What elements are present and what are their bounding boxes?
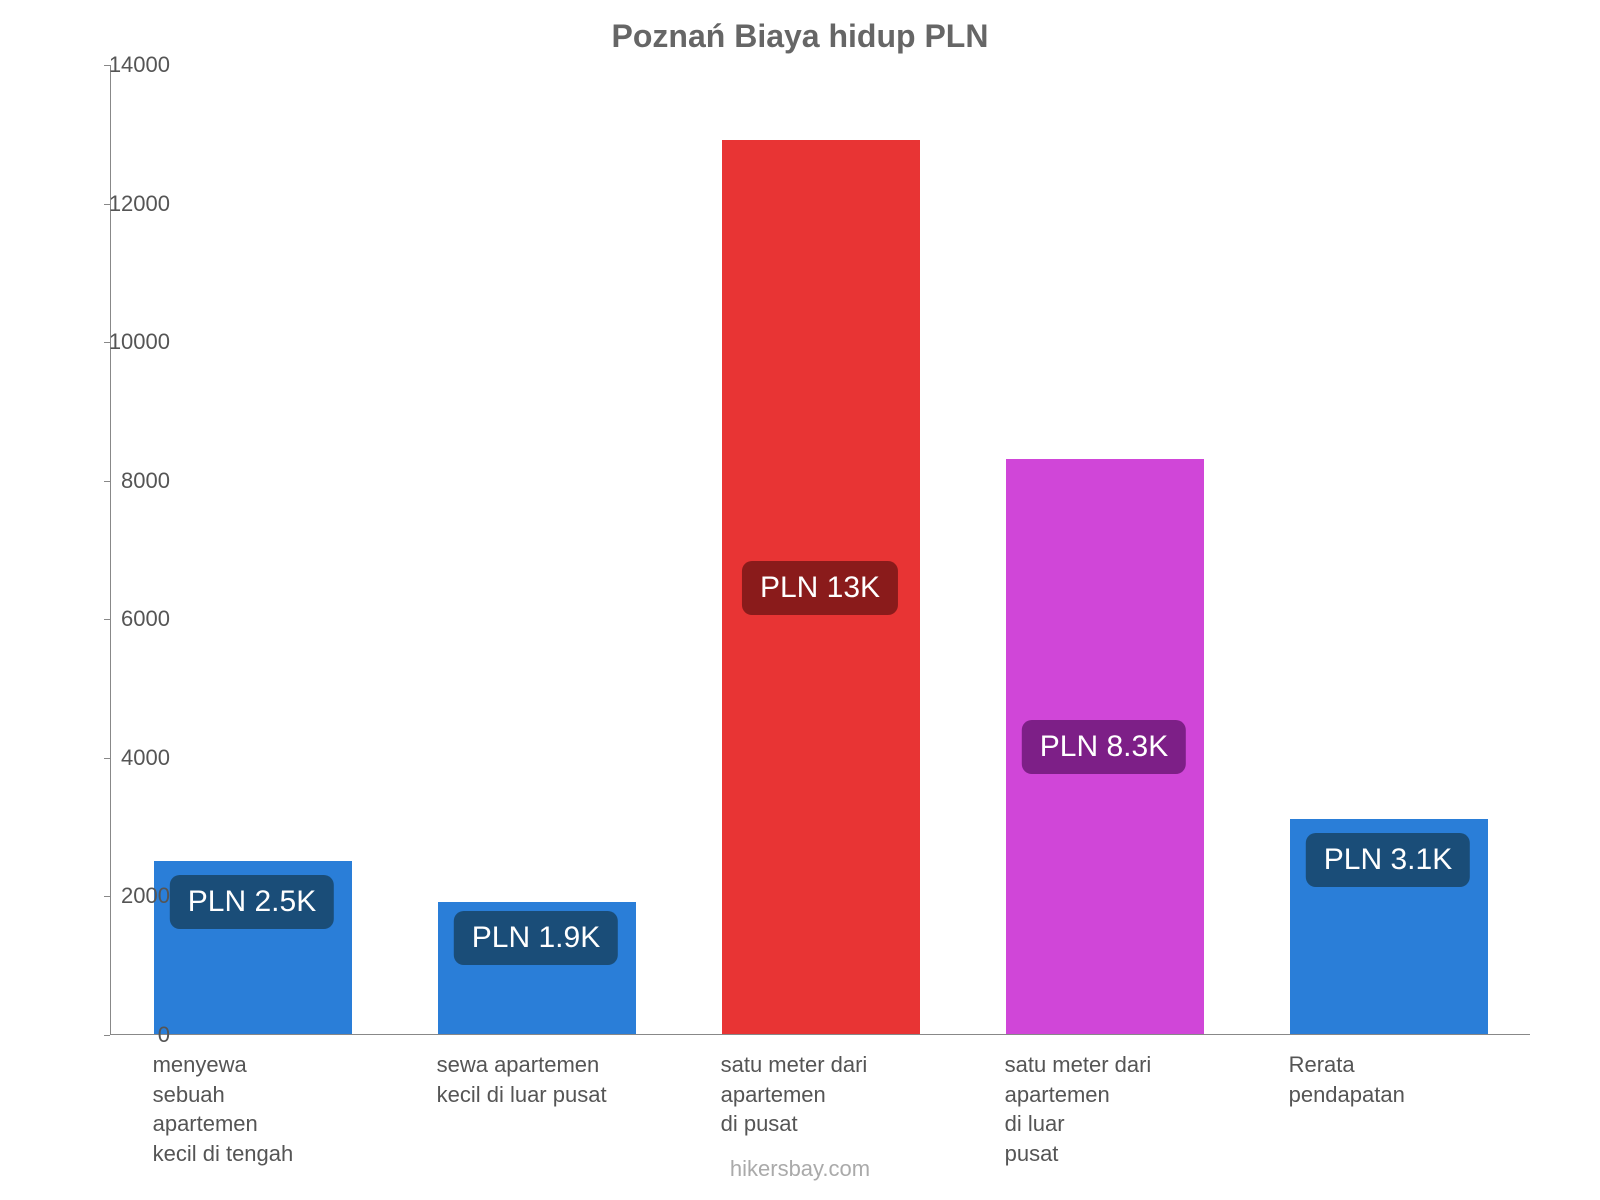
y-tick-label: 10000 [90,329,170,355]
y-tick-mark [104,65,110,66]
y-tick-mark [104,481,110,482]
y-tick-mark [104,896,110,897]
y-tick-mark [104,204,110,205]
y-tick-label: 0 [90,1022,170,1048]
bar-value-label: PLN 3.1K [1306,833,1470,887]
bar-value-label: PLN 8.3K [1022,720,1186,774]
y-tick-mark [104,758,110,759]
y-tick-label: 8000 [90,468,170,494]
x-category-label: menyewasebuahapartemenkecil di tengah [153,1050,343,1169]
bar-value-label: PLN 13K [742,561,898,615]
x-category-label: sewa apartemenkecil di luar pusat [437,1050,697,1109]
x-category-label: satu meter dariapartemendi luarpusat [1005,1050,1205,1169]
y-tick-mark [104,619,110,620]
y-tick-mark [104,1035,110,1036]
y-tick-label: 6000 [90,606,170,632]
y-tick-label: 14000 [90,52,170,78]
y-tick-label: 2000 [90,883,170,909]
y-tick-label: 4000 [90,745,170,771]
bar-value-label: PLN 1.9K [454,911,618,965]
x-category-label: Reratapendapatan [1289,1050,1459,1109]
y-tick-mark [104,342,110,343]
chart-title: Poznań Biaya hidup PLN [0,18,1600,55]
chart-container: Poznań Biaya hidup PLN hikersbay.com 020… [0,0,1600,1200]
y-tick-label: 12000 [90,191,170,217]
x-category-label: satu meter dariapartemendi pusat [721,1050,921,1139]
bar-value-label: PLN 2.5K [170,875,334,929]
